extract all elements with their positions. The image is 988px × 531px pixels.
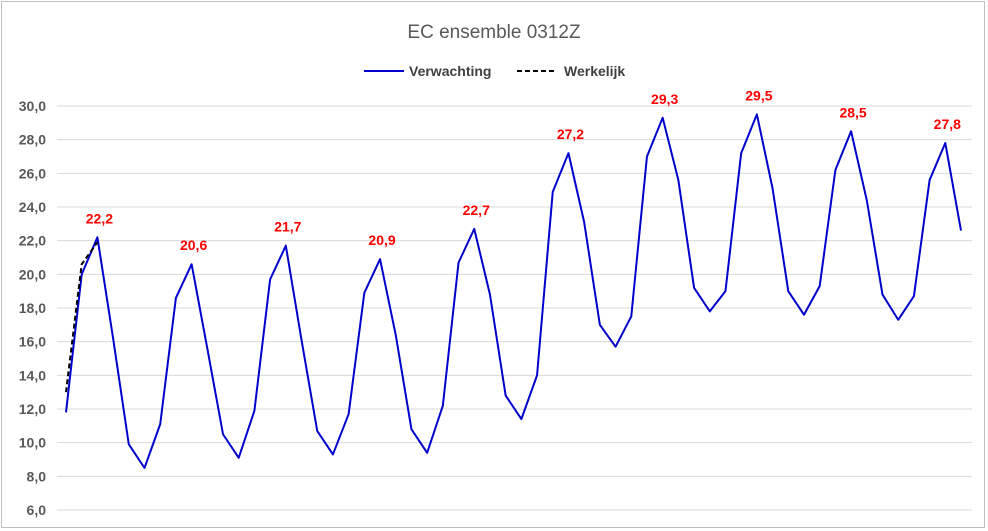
- y-tick-label: 28,0: [19, 132, 46, 148]
- y-tick-label: 6,0: [27, 502, 47, 518]
- data-label: 21,7: [274, 219, 301, 235]
- y-tick-label: 26,0: [19, 165, 46, 181]
- y-tick-label: 10,0: [19, 435, 46, 451]
- y-tick-label: 20,0: [19, 266, 46, 282]
- y-tick-label: 16,0: [19, 334, 46, 350]
- legend-label-verwachting: Verwachting: [409, 63, 491, 79]
- series-line-verwachting: [65, 113, 962, 469]
- y-tick-label: 14,0: [19, 367, 46, 383]
- y-tick-label: 8,0: [27, 468, 47, 484]
- y-axis-tick-labels: 6,0 8,0 10,0 12,0 14,0 16,0 18,0 20,0 22,0 24,0 26…: [19, 98, 46, 518]
- data-labels: 22,2 20,6 21,7 20,9 22,7 27,2 29,3 29,5 28,5 27,8: [86, 87, 961, 253]
- data-label: 29,5: [745, 87, 772, 103]
- series-line-werkelijk: [65, 241, 99, 393]
- series-lines: [65, 113, 962, 469]
- data-label: 28,5: [839, 104, 866, 120]
- data-label: 22,7: [463, 202, 490, 218]
- data-label: 27,8: [934, 116, 961, 132]
- y-tick-label: 24,0: [19, 199, 46, 215]
- y-tick-label: 30,0: [19, 98, 46, 114]
- data-label: 20,6: [180, 237, 207, 253]
- legend-label-werkelijk: Werkelijk: [564, 63, 625, 79]
- legend: Verwachting Werkelijk: [364, 63, 625, 79]
- chart-title: EC ensemble 0312Z: [407, 22, 581, 43]
- y-tick-label: 18,0: [19, 300, 46, 316]
- data-label: 27,2: [557, 126, 584, 142]
- gridlines: [57, 105, 972, 511]
- data-label: 29,3: [651, 91, 678, 107]
- y-tick-label: 12,0: [19, 401, 46, 417]
- y-tick-label: 22,0: [19, 233, 46, 249]
- data-label: 20,9: [368, 232, 395, 248]
- data-label: 22,2: [86, 210, 113, 226]
